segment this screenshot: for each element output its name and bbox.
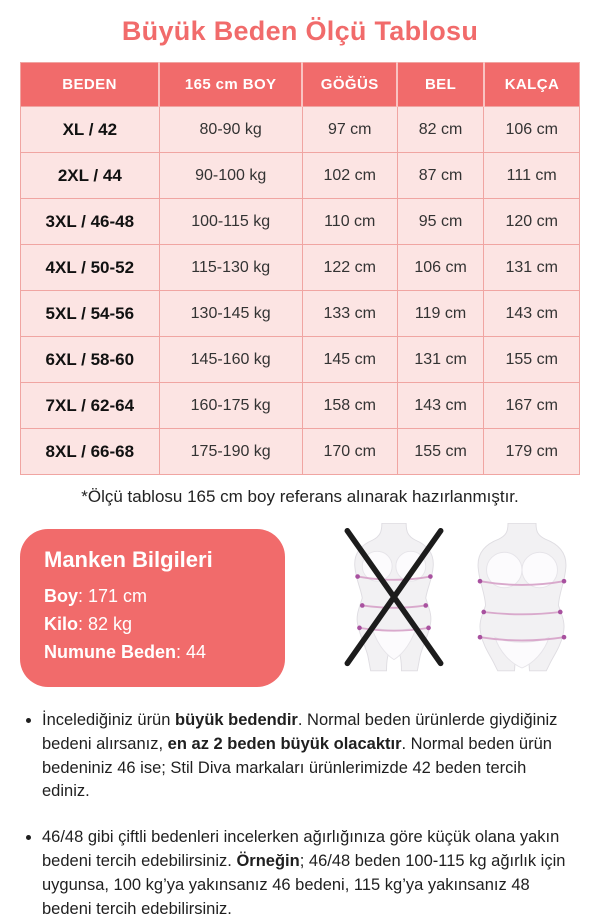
table-row: 7XL / 62-64 160-175 kg 158 cm 143 cm 167 cm — [20, 382, 580, 429]
measure-cell: 158 cm — [301, 382, 398, 429]
measure-cell: 167 cm — [483, 382, 580, 429]
measure-cell: 130-145 kg — [158, 290, 303, 337]
measure-cell: 110 cm — [301, 198, 398, 245]
model-info-section: Manken Bilgileri Boy: 171 cm Kilo: 82 kg N… — [20, 523, 580, 687]
model-info-card: Manken Bilgileri Boy: 171 cm Kilo: 82 kg N… — [20, 529, 285, 687]
measure-cell: 155 cm — [483, 336, 580, 383]
model-info-value: : 171 cm — [78, 586, 148, 606]
measure-cell: 120 cm — [483, 198, 580, 245]
measure-cell: 111 cm — [483, 152, 580, 199]
note-emphasis: en az 2 beden büyük olacaktır — [167, 734, 402, 753]
size-cell: 3XL / 46-48 — [20, 198, 160, 245]
table-row: 4XL / 50-52 115-130 kg 122 cm 106 cm 131 cm — [20, 244, 580, 291]
measure-cell: 133 cm — [301, 290, 398, 337]
size-table: BEDEN 165 cm BOY GÖĞÜS BEL KALÇA XL / 42… — [20, 62, 580, 475]
measure-cell: 122 cm — [301, 244, 398, 291]
table-row: 3XL / 46-48 100-115 kg 110 cm 95 cm 120 cm — [20, 198, 580, 245]
size-cell: 6XL / 58-60 — [20, 336, 160, 383]
model-info-lines: Boy: 171 cm Kilo: 82 kg Numune Beden: 44 — [44, 583, 261, 667]
measure-cell: 160-175 kg — [158, 382, 303, 429]
size-cell: 4XL / 50-52 — [20, 244, 160, 291]
header-cell-boy: 165 cm BOY — [159, 62, 304, 107]
model-info-title: Manken Bilgileri — [44, 547, 213, 572]
page-title: Büyük Beden Ölçü Tablosu — [121, 16, 479, 46]
measure-cell: 82 cm — [396, 106, 485, 153]
measure-cell: 179 cm — [483, 428, 580, 475]
header-cell-kalca: KALÇA — [483, 62, 580, 107]
model-info-line: Kilo: 82 kg — [44, 611, 261, 639]
measure-cell: 155 cm — [396, 428, 485, 475]
note-item: 46/48 gibi çiftli bedenleri incelerken a… — [42, 826, 576, 922]
size-cell: 8XL / 66-68 — [20, 428, 160, 475]
model-info-label: Kilo — [44, 613, 78, 634]
body-figures — [338, 523, 580, 673]
notes-list: İncelediğiniz ürün büyük bedendir. Norma… — [24, 709, 576, 922]
table-row: XL / 42 80-90 kg 97 cm 82 cm 106 cm — [20, 106, 580, 153]
measure-cell: 175-190 kg — [158, 428, 303, 475]
measure-cell: 143 cm — [396, 382, 485, 429]
size-cell: XL / 42 — [20, 106, 160, 153]
table-row: 6XL / 58-60 145-160 kg 145 cm 131 cm 155 cm — [20, 336, 580, 383]
measure-cell: 131 cm — [396, 336, 485, 383]
measure-cell: 90-100 kg — [158, 152, 303, 199]
measure-cell: 119 cm — [396, 290, 485, 337]
size-cell: 5XL / 54-56 — [20, 290, 160, 337]
measure-cell: 106 cm — [483, 106, 580, 153]
model-info-label: Boy — [44, 586, 79, 606]
model-info-line: Boy: 171 cm — [44, 583, 261, 611]
size-cell: 2XL / 44 — [20, 152, 160, 199]
size-table-body: XL / 42 80-90 kg 97 cm 82 cm 106 cm 2XL / 44 9… — [20, 106, 580, 475]
model-info-label: Numune Beden — [44, 641, 177, 662]
measure-cell: 145 cm — [301, 336, 398, 383]
measure-cell: 87 cm — [396, 152, 485, 199]
table-row: 8XL / 66-68 175-190 kg 170 cm 155 cm 179 cm — [20, 428, 580, 475]
measure-cell: 102 cm — [301, 152, 398, 199]
measure-cell: 95 cm — [396, 198, 485, 245]
measure-cell: 80-90 kg — [158, 106, 303, 153]
note-emphasis: Örneğin — [236, 852, 300, 871]
female-torso-slim-crossed-icon — [344, 523, 444, 672]
footnote: *Ölçü tablosu 165 cm boy referans alınar… — [81, 487, 519, 506]
note-item: İncelediğiniz ürün büyük bedendir. Norma… — [42, 709, 576, 805]
note-text: . Normal beden ürün bedeniniz 46 ise; St… — [42, 734, 552, 801]
measure-cell: 170 cm — [301, 428, 398, 475]
header-cell-beden: BEDEN — [20, 62, 161, 107]
table-row: 5XL / 54-56 130-145 kg 133 cm 119 cm 143 cm — [20, 290, 580, 337]
measure-cell: 143 cm — [483, 290, 580, 337]
measure-cell: 100-115 kg — [158, 198, 303, 245]
note-emphasis: büyük bedendir — [175, 710, 298, 729]
header-cell-bel: BEL — [397, 62, 485, 107]
x-cross-icon — [344, 528, 444, 667]
measure-cell: 131 cm — [483, 244, 580, 291]
note-text: İncelediğiniz ürün — [42, 710, 175, 729]
measure-cell: 115-130 kg — [158, 244, 303, 291]
header-cell-gogus: GÖĞÜS — [302, 62, 399, 107]
table-header-row: BEDEN 165 cm BOY GÖĞÜS BEL KALÇA — [20, 62, 580, 107]
measure-cell: 106 cm — [396, 244, 485, 291]
note-text: 46/48 gibi çiftli bedenleri incelerken a… — [42, 828, 560, 871]
measure-cell: 97 cm — [301, 106, 398, 153]
note-text: . Normal beden ürünlerde giydiğiniz bede… — [42, 710, 558, 753]
measure-cell: 145-160 kg — [158, 336, 303, 383]
model-info-value: : 44 — [176, 641, 207, 662]
female-torso-plus-icon — [477, 523, 567, 672]
size-cell: 7XL / 62-64 — [20, 382, 160, 429]
model-info-line: Numune Beden: 44 — [44, 639, 261, 667]
table-row: 2XL / 44 90-100 kg 102 cm 87 cm 111 cm — [20, 152, 580, 199]
model-info-value: : 82 kg — [78, 613, 133, 634]
